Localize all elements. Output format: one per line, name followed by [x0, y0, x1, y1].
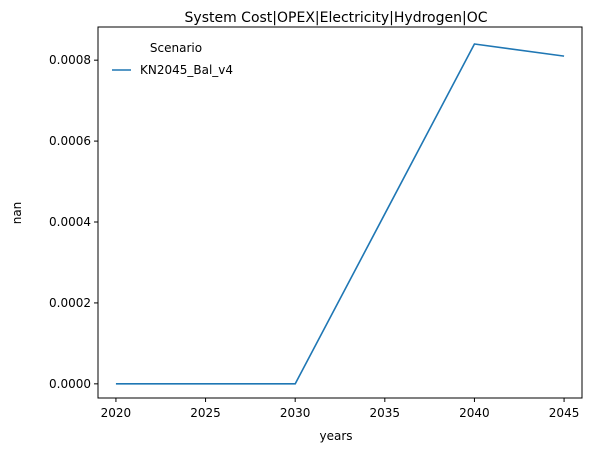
legend: Scenario KN2045_Bal_v4: [112, 41, 233, 77]
y-tick-label: 0.0008: [49, 53, 91, 67]
y-axis-ticks: 0.0000 0.0002 0.0004 0.0006 0.0008: [49, 53, 98, 391]
y-tick-label: 0.0002: [49, 296, 91, 310]
y-tick-label: 0.0004: [49, 215, 91, 229]
legend-entries: KN2045_Bal_v4: [112, 63, 233, 77]
x-tick-label: 2040: [459, 406, 490, 420]
x-tick-label: 2030: [280, 406, 311, 420]
x-tick-label: 2020: [101, 406, 132, 420]
axes-frame: [97, 26, 583, 399]
x-tick-label: 2025: [190, 406, 221, 420]
x-axis-label: years: [319, 429, 352, 443]
y-tick-label: 0.0006: [49, 134, 91, 148]
x-tick-label: 2045: [549, 406, 580, 420]
legend-title: Scenario: [150, 41, 202, 55]
legend-entry-label: KN2045_Bal_v4: [140, 63, 233, 77]
y-axis-label: nan: [10, 202, 24, 225]
y-tick-label: 0.0000: [49, 377, 91, 391]
series-layer: [115, 43, 565, 385]
series-line: [115, 43, 565, 385]
x-tick-label: 2035: [370, 406, 401, 420]
chart-title: System Cost|OPEX|Electricity|Hydrogen|OC: [185, 10, 488, 26]
x-axis-ticks: 2020 2025 2030 2035 2040 2045: [101, 398, 580, 420]
